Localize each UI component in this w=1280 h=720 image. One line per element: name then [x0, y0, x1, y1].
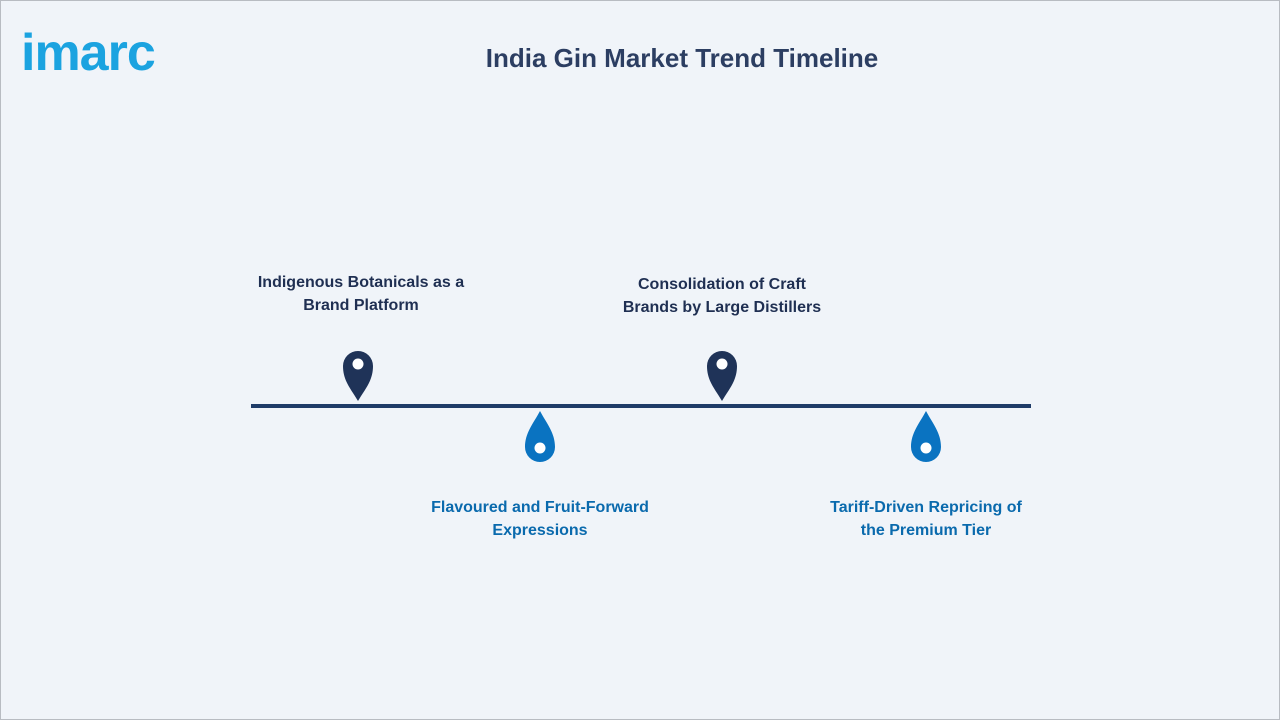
milestone-label: Indigenous Botanicals as a Brand Platfor… — [257, 274, 465, 314]
milestone-label: Flavoured and Fruit-Forward Expressions — [431, 499, 649, 539]
logo: imarc — [21, 24, 156, 82]
title: India Gin Market Trend Timeline — [485, 43, 879, 73]
drop — [525, 411, 941, 462]
milestone-label: Tariff-Driven Repricing of the Premium T… — [830, 499, 1022, 539]
pin — [343, 351, 737, 401]
milestone-label: Consolidation of Craft Brands by Large D… — [622, 276, 822, 316]
